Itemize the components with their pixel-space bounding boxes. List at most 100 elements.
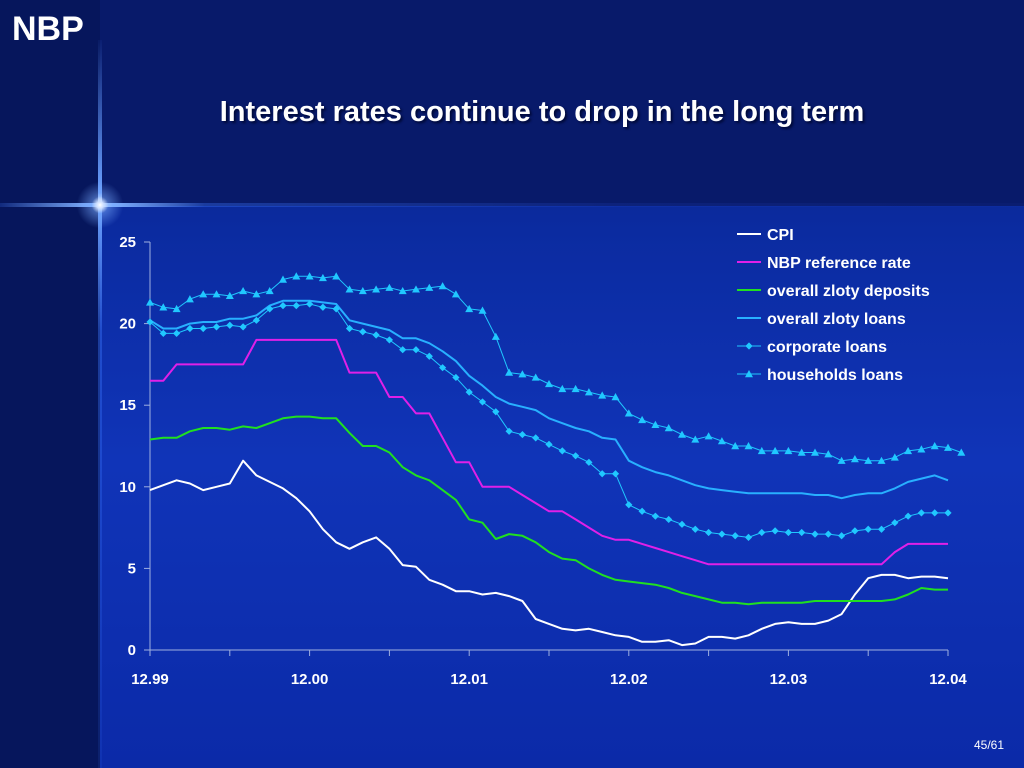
corporate-loans-point xyxy=(359,328,367,336)
households-loans-point xyxy=(930,442,939,450)
corporate-loans-point xyxy=(226,321,234,329)
corporate-loans-point xyxy=(492,408,500,416)
households-loans-point xyxy=(664,424,673,432)
series-line-3 xyxy=(149,299,949,500)
x-tick-label: 12.01 xyxy=(450,671,488,688)
series-line-5 xyxy=(149,275,962,462)
header-band xyxy=(0,0,1024,206)
households-loans-point xyxy=(451,290,460,298)
corporate-loans-point xyxy=(744,533,753,541)
households-loans-point xyxy=(531,373,540,381)
households-loans-point xyxy=(944,443,952,451)
households-loans-point xyxy=(771,446,780,455)
corporate-loans-point xyxy=(864,525,872,533)
households-loans-point xyxy=(864,456,873,464)
households-loans-point xyxy=(279,275,287,283)
corporate-loans-point xyxy=(638,507,646,515)
households-loans-point xyxy=(491,332,500,340)
households-loans-point xyxy=(784,446,793,455)
corporate-loans-point xyxy=(784,528,792,537)
households-loans-point xyxy=(584,388,593,396)
nbp-logo: NBP xyxy=(12,10,84,48)
corporate-loans-point xyxy=(838,532,846,540)
households-loans-point xyxy=(824,450,833,458)
legend-label-3: overall zloty loans xyxy=(767,311,906,328)
y-tick-label: 5 xyxy=(128,560,136,577)
corporate-loans-point xyxy=(917,509,925,517)
chart-series xyxy=(146,272,966,647)
households-loans-point xyxy=(345,285,354,293)
y-tick-label: 10 xyxy=(119,479,136,496)
corporate-loans-point xyxy=(665,515,673,524)
corporate-loans-point xyxy=(159,329,167,337)
corporate-loans-point xyxy=(199,324,207,333)
households-loans-point xyxy=(199,290,208,298)
corporate-loans-point xyxy=(798,528,806,537)
corporate-loans-point xyxy=(452,373,460,382)
households-loans-point xyxy=(611,393,620,401)
y-tick-label: 25 xyxy=(119,234,136,251)
x-tick-label: 12.02 xyxy=(610,671,648,688)
households-loans-point xyxy=(159,303,168,311)
households-loans-point xyxy=(265,286,274,295)
households-loans-point xyxy=(624,409,633,417)
households-loans-point xyxy=(704,432,713,440)
chart-axes: 0 5 10 15 20 25 12.99 12.00 12.01 12.02 12.03 12.04 xyxy=(119,234,967,688)
corporate-loans-point xyxy=(811,530,819,538)
series-line-1 xyxy=(150,338,948,566)
households-loans-point xyxy=(212,290,221,298)
corporate-loans-point xyxy=(439,364,447,372)
slide-title: Interest rates continue to drop in the l… xyxy=(219,96,865,128)
corporate-loans-point xyxy=(931,509,939,517)
legend-label-4: corporate loans xyxy=(767,339,887,356)
x-tick-label: 12.03 xyxy=(770,671,808,688)
series-line-0 xyxy=(149,459,949,647)
corporate-loans-point xyxy=(478,398,487,406)
corporate-loans-point xyxy=(319,303,327,311)
corporate-loans-point xyxy=(904,512,912,520)
corporate-loans-point xyxy=(598,470,606,478)
legend-label-0: CPI xyxy=(767,227,794,244)
corporate-loans-point xyxy=(385,336,393,344)
corporate-loans-point xyxy=(758,528,766,537)
corporate-loans-point xyxy=(705,528,713,537)
households-loans-point xyxy=(957,448,966,456)
corporate-loans-point xyxy=(186,324,194,333)
x-tick-label: 12.04 xyxy=(929,671,967,688)
legend-label-2: overall zloty deposits xyxy=(767,283,930,300)
corporate-loans-point xyxy=(412,346,420,354)
corporate-loans-point xyxy=(173,329,181,337)
corporate-loans-point xyxy=(279,302,287,310)
households-loans-point xyxy=(505,368,514,376)
households-loans-point xyxy=(744,442,753,450)
households-loans-point xyxy=(678,430,686,438)
households-loans-point xyxy=(598,391,607,399)
households-loans-point xyxy=(837,456,846,464)
households-loans-point xyxy=(890,453,899,461)
households-loans-point xyxy=(172,304,181,313)
households-loans-point xyxy=(412,285,420,293)
households-loans-point xyxy=(438,282,447,290)
corporate-loans-point xyxy=(345,324,354,333)
households-loans-point xyxy=(292,272,301,280)
legend-marker-triangle xyxy=(745,370,753,378)
corporate-loans-point xyxy=(372,331,380,339)
decorative-vertical-line xyxy=(98,40,102,768)
households-loans-point xyxy=(318,273,327,282)
households-loans-point xyxy=(305,272,314,280)
corporate-loans-point xyxy=(545,440,553,448)
households-loans-point xyxy=(638,415,647,424)
legend-marker-diamond xyxy=(745,342,753,350)
page-number: 45/61 xyxy=(973,738,1004,752)
households-loans-point xyxy=(252,290,261,298)
chart-legend: CPI NBP reference rate overall zloty depos… xyxy=(737,227,930,384)
corporate-loans-point xyxy=(625,501,633,509)
households-loans-point xyxy=(478,306,487,314)
corporate-loans-point xyxy=(611,470,620,478)
households-loans-point xyxy=(358,286,367,295)
corporate-loans-point xyxy=(505,427,513,435)
corporate-loans-point xyxy=(239,323,247,331)
left-band xyxy=(0,0,100,768)
corporate-loans-point xyxy=(572,452,580,460)
households-loans-point xyxy=(518,370,527,378)
